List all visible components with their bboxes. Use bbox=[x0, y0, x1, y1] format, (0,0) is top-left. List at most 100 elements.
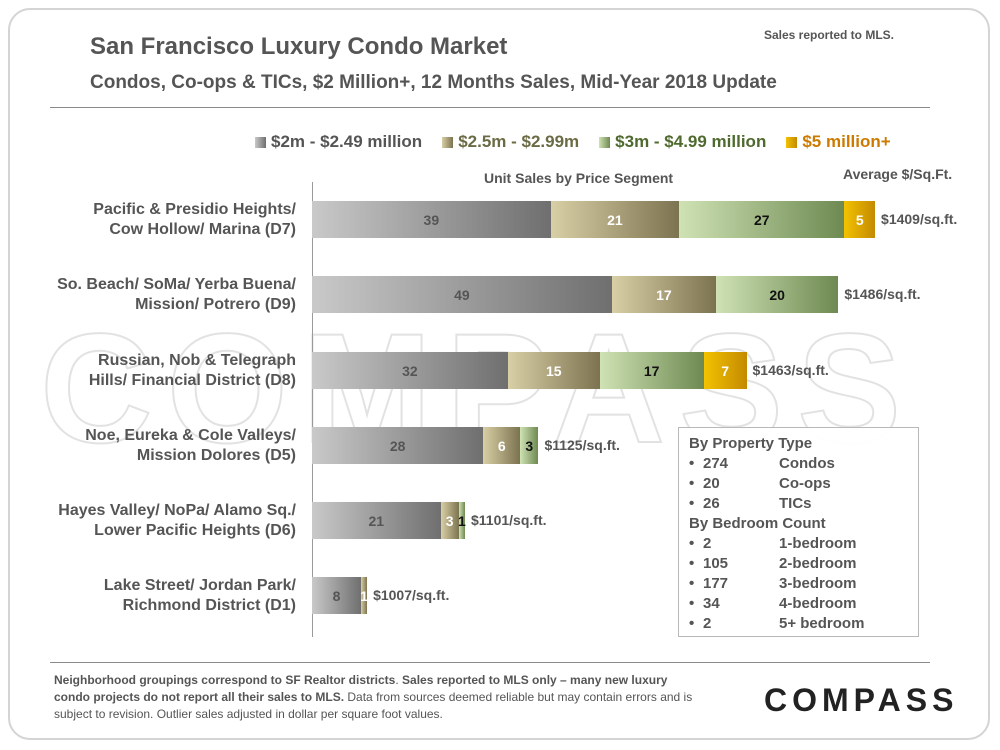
legend-label: $5 million+ bbox=[802, 132, 891, 151]
property-type-heading: By Property Type bbox=[689, 435, 813, 452]
bar-segment: 15 bbox=[507, 352, 600, 389]
category-label-line: Russian, Nob & Telegraph bbox=[98, 352, 296, 369]
list-item: • 177 3-bedroom bbox=[689, 574, 908, 594]
legend-swatch bbox=[255, 136, 266, 148]
data-label: 27 bbox=[754, 211, 770, 228]
legend-swatch bbox=[599, 136, 611, 148]
footer-divider bbox=[50, 662, 930, 663]
data-label: 3 bbox=[525, 437, 534, 454]
count: 2 bbox=[703, 535, 712, 552]
avg-price-label: $1486/sq.ft. bbox=[844, 286, 921, 302]
category-label: Lake Street/ Jordan Park/Richmond Distri… bbox=[14, 576, 296, 616]
bar-stack: 39 21 27 5 bbox=[312, 201, 876, 238]
count: 34 bbox=[703, 595, 720, 612]
legend-item-5m: $5 million+ bbox=[786, 132, 891, 152]
bar-segment: 17 bbox=[599, 352, 704, 389]
legend-label: $3m - $4.99 million bbox=[615, 132, 767, 151]
bullet: • bbox=[689, 495, 695, 512]
label: 1-bedroom bbox=[779, 535, 857, 552]
count: 20 bbox=[703, 475, 720, 492]
bullet: • bbox=[689, 535, 695, 552]
bullet: • bbox=[689, 475, 695, 492]
bullet: • bbox=[689, 595, 695, 612]
bar-segment: 32 bbox=[312, 352, 508, 389]
category-label-line: Mission Dolores (D5) bbox=[136, 447, 296, 464]
bullet: • bbox=[689, 615, 695, 632]
legend-label: $2m - $2.49 million bbox=[271, 132, 423, 151]
category-label-line: Richmond District (D1) bbox=[122, 597, 296, 614]
bar-segment: 7 bbox=[703, 352, 747, 389]
count: 2 bbox=[703, 615, 712, 632]
bar-segment: 39 bbox=[312, 201, 551, 238]
category-label-line: Mission/ Potrero (D9) bbox=[135, 296, 296, 313]
data-label: 49 bbox=[454, 286, 470, 303]
bar-segment: 1 bbox=[360, 577, 368, 614]
count: 274 bbox=[703, 455, 729, 472]
bar-segment: 20 bbox=[715, 276, 839, 313]
category-label-line: So. Beach/ SoMa/ Yerba Buena/ bbox=[57, 276, 296, 293]
data-label: 15 bbox=[545, 362, 562, 379]
bar-stack: 28 6 3 bbox=[312, 427, 539, 464]
avg-price-label: $1007/sq.ft. bbox=[373, 587, 450, 603]
bar-segment: 3 bbox=[520, 427, 539, 464]
chart-title: Unit Sales by Price Segment bbox=[484, 170, 674, 186]
bar-segment: 5 bbox=[844, 201, 876, 238]
data-label: 39 bbox=[423, 211, 440, 228]
count: 105 bbox=[703, 555, 729, 572]
list-item: • 26 TICs bbox=[689, 494, 908, 514]
footnote-bold-1: Neighborhood groupings correspond to SF … bbox=[54, 673, 396, 687]
category-axis bbox=[312, 182, 313, 637]
avg-price-heading: Average $/Sq.Ft. bbox=[843, 166, 953, 182]
legend-item-2-5m: $2.5m - $2.99m bbox=[442, 132, 579, 152]
bar-segment: 21 bbox=[312, 502, 441, 539]
list-item: • 20 Co-ops bbox=[689, 474, 908, 494]
label: 2-bedroom bbox=[779, 555, 857, 572]
bar-segment: 21 bbox=[550, 201, 680, 238]
data-label: 3 bbox=[445, 512, 454, 529]
footnote-rest: Data from sources deemed reliable but ma… bbox=[54, 690, 693, 721]
bar-segment: 3 bbox=[440, 502, 459, 539]
data-label: 6 bbox=[497, 437, 506, 454]
data-label: 32 bbox=[402, 362, 418, 379]
data-label: 28 bbox=[389, 437, 406, 454]
category-label-line: Lake Street/ Jordan Park/ bbox=[103, 577, 296, 594]
list-item: • 274 Condos bbox=[689, 454, 908, 474]
category-label: Russian, Nob & Telegraph Hills/ Financial… bbox=[14, 351, 296, 391]
page-title: San Francisco Luxury Condo Market bbox=[90, 33, 508, 60]
data-label: 21 bbox=[368, 512, 385, 529]
bar-segment: 1 bbox=[458, 502, 466, 539]
legend-swatch bbox=[442, 136, 454, 148]
data-label: 17 bbox=[656, 286, 672, 303]
legend-swatch bbox=[786, 136, 798, 148]
legend-item-3m: $3m - $4.99 million bbox=[599, 132, 766, 152]
list-item: • 105 2-bedroom bbox=[689, 554, 908, 574]
list-item: • 2 1-bedroom bbox=[689, 534, 908, 554]
legend-label: $2.5m - $2.99m bbox=[458, 132, 580, 151]
category-label-line: Lower Pacific Heights (D6) bbox=[94, 522, 296, 539]
info-box: By Property Type • 274 Condos • 20 Co-ops • 2… bbox=[678, 427, 919, 637]
sales-note: Sales reported to MLS. bbox=[763, 28, 894, 42]
label: 3-bedroom bbox=[779, 575, 857, 592]
data-label: 20 bbox=[769, 286, 785, 303]
footnote-bold-2: Sales reported to MLS only – many new lu… bbox=[54, 673, 668, 704]
count: 26 bbox=[703, 495, 720, 512]
legend-item-2m: $2m - $2.49 million bbox=[255, 132, 422, 152]
count: 177 bbox=[703, 575, 729, 592]
list-item: • 2 5+ bedroom bbox=[689, 614, 908, 634]
bullet: • bbox=[689, 575, 695, 592]
label: Co-ops bbox=[779, 475, 831, 492]
data-label: 1 bbox=[458, 512, 466, 529]
bullet: • bbox=[689, 455, 695, 472]
label: 5+ bedroom bbox=[779, 615, 865, 632]
label: Condos bbox=[779, 455, 835, 472]
category-label: Noe, Eureka & Cole Valleys/Mission Dolor… bbox=[14, 426, 296, 466]
title-divider bbox=[50, 107, 930, 108]
bar-segment: 8 bbox=[312, 577, 361, 614]
bedroom-count-heading: By Bedroom Count bbox=[689, 515, 826, 532]
category-label-line: Noe, Eureka & Cole Valleys/ bbox=[85, 427, 296, 444]
data-label: 1 bbox=[360, 587, 368, 604]
bar-segment: 17 bbox=[611, 276, 716, 313]
category-label: Pacific & Presidio Heights/Cow Hollow/ M… bbox=[14, 200, 296, 240]
avg-price-label: $1125/sq.ft. bbox=[544, 437, 620, 453]
